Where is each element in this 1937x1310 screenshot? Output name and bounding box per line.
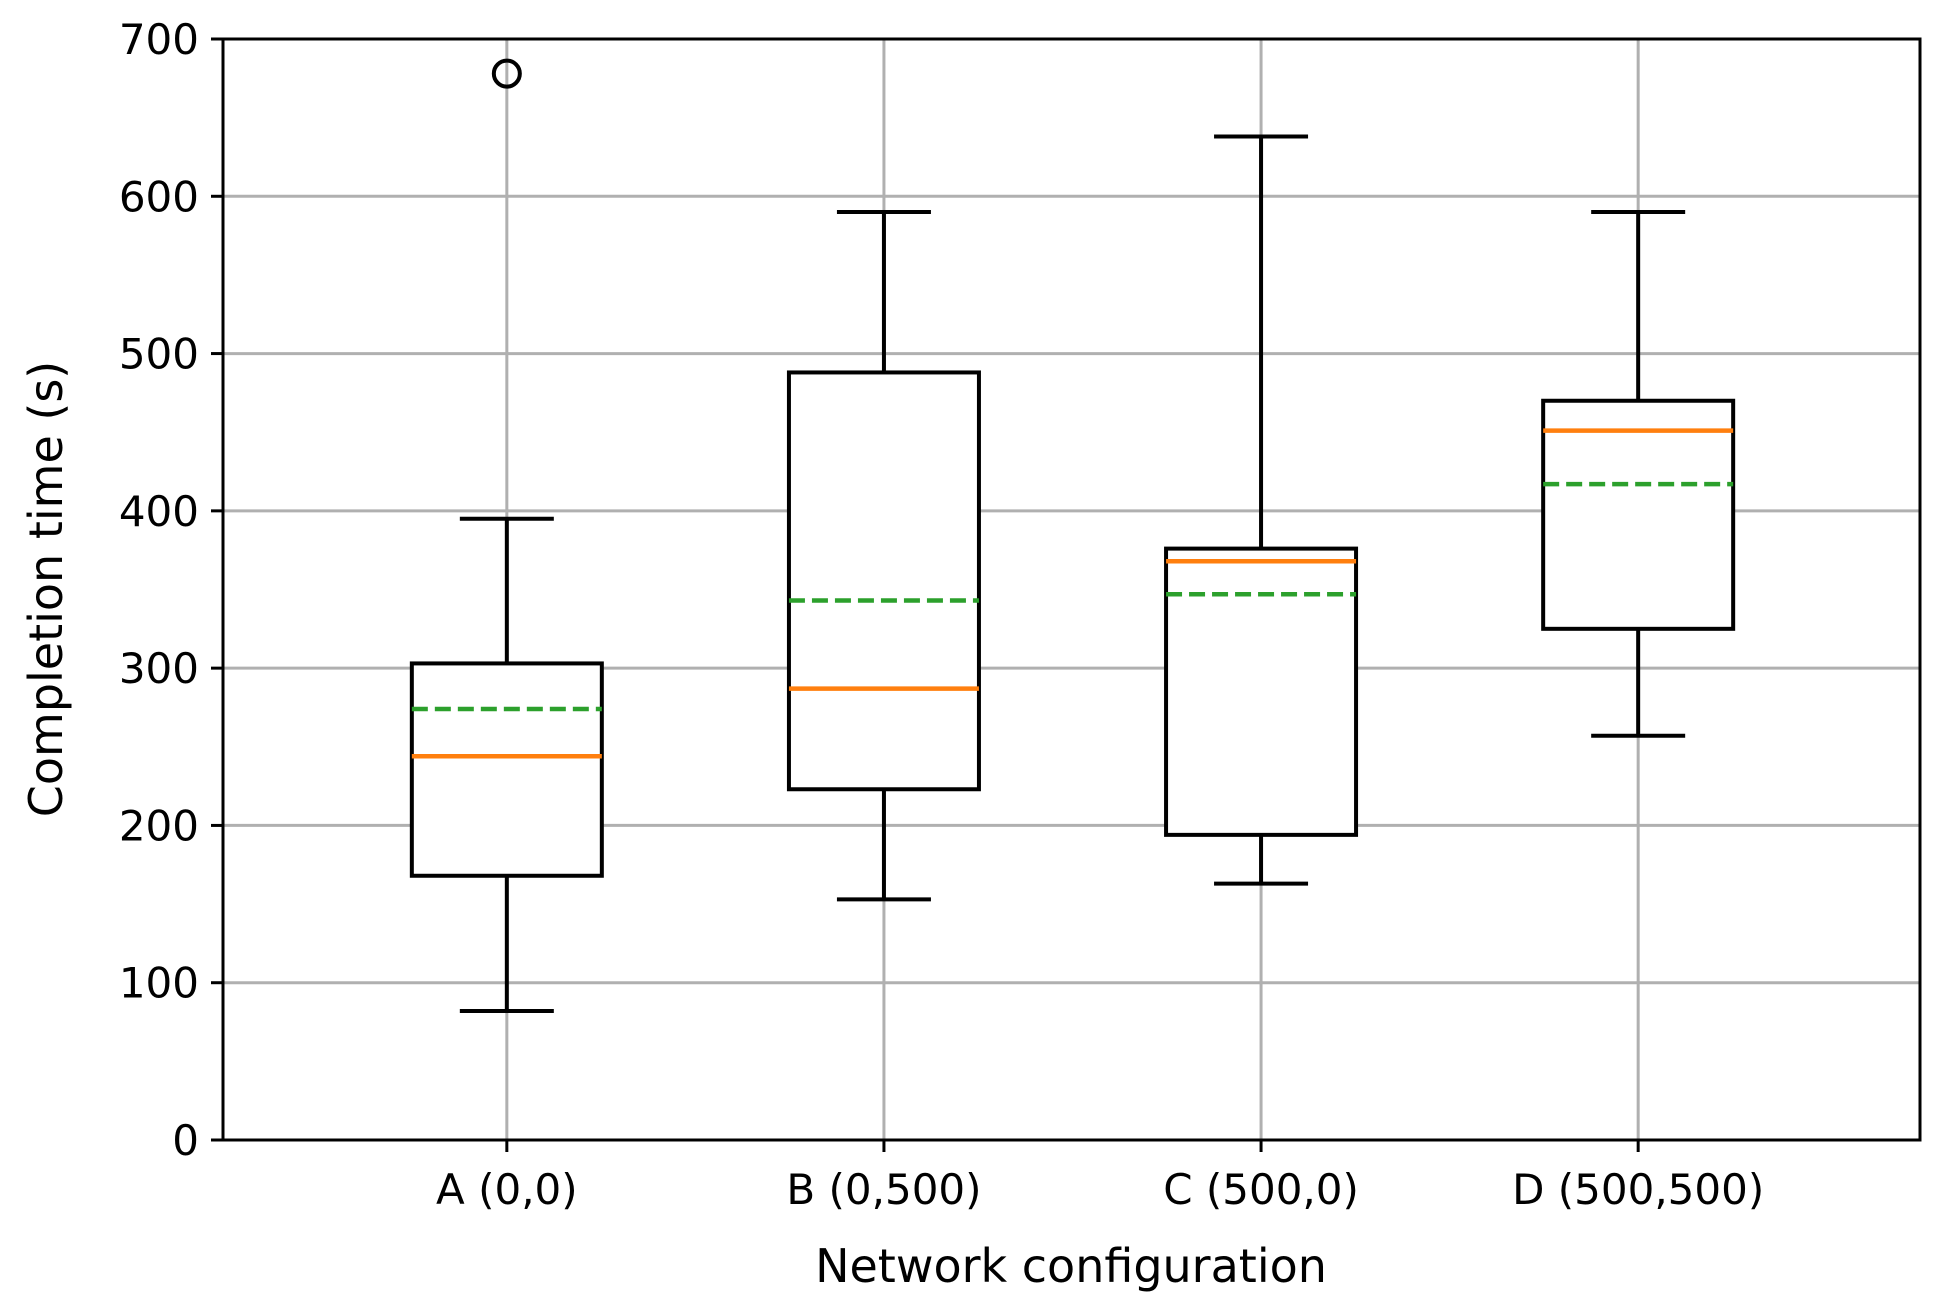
y-tick-label: 100 <box>119 959 199 1008</box>
box-iqr <box>1541 398 1736 631</box>
x-tick-label: B (0,500) <box>786 1165 981 1214</box>
outlier-point <box>491 58 522 89</box>
y-tick-label: 400 <box>119 487 199 536</box>
y-tick-label: 700 <box>119 15 199 64</box>
box-iqr <box>1164 546 1359 837</box>
box-group <box>1541 210 1736 738</box>
x-axis-label: Network configuration <box>815 1239 1327 1293</box>
y-tick-label: 600 <box>119 172 199 221</box>
plot-frame <box>221 37 1922 1142</box>
y-tick-label: 300 <box>119 644 199 693</box>
box-group <box>1164 134 1359 886</box>
box-iqr <box>786 370 981 792</box>
box-group <box>786 210 981 902</box>
box-group <box>409 58 604 1014</box>
x-tick-label: D (500,500) <box>1512 1165 1764 1214</box>
x-tick-label: A (0,0) <box>436 1165 578 1214</box>
box-iqr <box>409 661 604 878</box>
y-tick-label: 500 <box>119 330 199 379</box>
ticks: 0 100 200 300 400 500 600 700 A (0,0) B (0,500) C … <box>119 15 1764 1214</box>
y-axis-label: Completion time (s) <box>19 361 73 818</box>
boxes <box>409 58 1736 1014</box>
x-tick-label: C (500,0) <box>1163 1165 1359 1214</box>
y-tick-label: 200 <box>119 801 199 850</box>
y-tick-label: 0 <box>172 1116 199 1165</box>
